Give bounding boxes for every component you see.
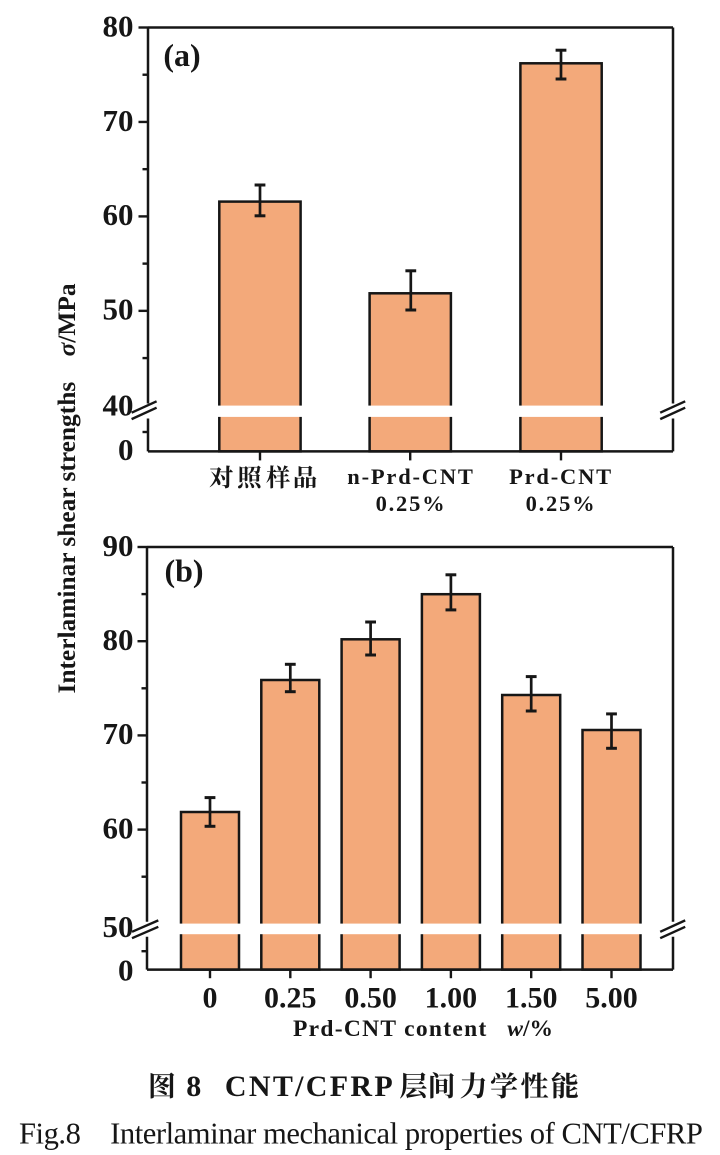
svg-text:(b): (b) xyxy=(164,553,203,589)
svg-text:60: 60 xyxy=(103,810,134,845)
svg-text:0: 0 xyxy=(118,953,134,988)
svg-text:0.25%: 0.25% xyxy=(526,491,597,516)
svg-text:80: 80 xyxy=(103,622,134,657)
svg-text:Prd-CNT: Prd-CNT xyxy=(509,464,613,489)
svg-text:0: 0 xyxy=(203,981,218,1014)
svg-text:5.00: 5.00 xyxy=(585,981,638,1014)
svg-text:70: 70 xyxy=(103,103,134,138)
svg-text:80: 80 xyxy=(103,8,134,43)
svg-text:8: 8 xyxy=(186,1070,201,1103)
svg-text:n-Prd-CNT: n-Prd-CNT xyxy=(347,464,474,489)
svg-text:70: 70 xyxy=(103,716,134,751)
svg-text:0: 0 xyxy=(118,432,134,467)
svg-text:0.50: 0.50 xyxy=(344,981,397,1014)
svg-text:40: 40 xyxy=(103,387,134,422)
svg-text:Prd-CNT content: Prd-CNT content xyxy=(293,1016,488,1042)
svg-text:90: 90 xyxy=(103,528,134,563)
svg-text:(a): (a) xyxy=(163,37,200,73)
svg-text:0.25: 0.25 xyxy=(264,981,317,1014)
svg-text:0.25%: 0.25% xyxy=(376,491,447,516)
svg-text:50: 50 xyxy=(103,909,134,944)
svg-text:60: 60 xyxy=(103,197,134,232)
svg-text:1.00: 1.00 xyxy=(425,981,478,1014)
svg-text:Fig.8 Interlaminar mechanical: Fig.8 Interlaminar mechanical properties… xyxy=(19,1117,702,1151)
svg-text:Interlaminar shear strengths: Interlaminar shear strengths σ/MPa xyxy=(53,283,81,693)
svg-text:w/%: w/% xyxy=(507,1016,553,1042)
svg-text:1.50: 1.50 xyxy=(505,981,558,1014)
svg-text:50: 50 xyxy=(103,292,134,327)
svg-text:CNT/CFRP: CNT/CFRP xyxy=(225,1070,395,1103)
